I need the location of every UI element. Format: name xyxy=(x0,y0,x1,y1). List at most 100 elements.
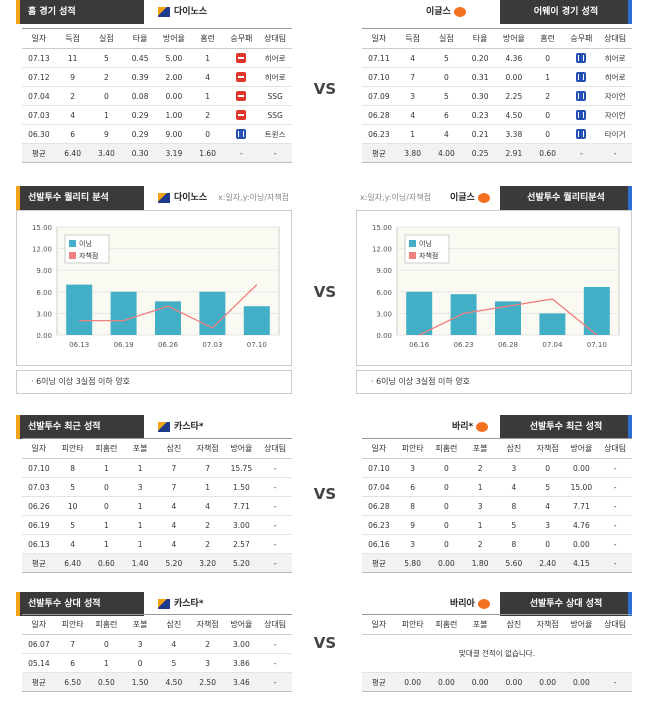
table-cell: 4.76 xyxy=(564,515,599,535)
dinos-emblem-icon xyxy=(158,421,170,432)
table-cell: 0 xyxy=(89,634,124,654)
versus-right-tab: 선발투수 상대 성적 xyxy=(500,592,632,616)
table-cell: - xyxy=(258,496,292,516)
earned-run-line xyxy=(79,284,258,329)
recent-right-team: 바리* xyxy=(452,415,492,439)
y-tick-label: 0.00 xyxy=(376,332,392,340)
table-cell: 7 xyxy=(395,67,430,87)
average-cell: 6.40 xyxy=(55,143,90,163)
y-tick-label: 0.00 xyxy=(36,332,52,340)
table-cell: 자이언 xyxy=(598,86,632,106)
column-header: 포볼 xyxy=(463,438,497,459)
average-cell: 5.20 xyxy=(224,553,259,573)
quality-right-axis-note: x:일자,y:이닝/자책점 xyxy=(360,193,432,202)
table-cell: 07.10 xyxy=(362,458,396,478)
eagles-emblem-icon xyxy=(477,192,490,203)
table-cell: 4 xyxy=(157,534,191,554)
average-cell: - xyxy=(258,672,292,692)
average-cell: - xyxy=(598,143,632,163)
column-header: 일자 xyxy=(22,438,56,459)
column-header: 포볼 xyxy=(463,614,497,635)
table-cell: 07.03 xyxy=(22,105,56,125)
table-cell: 06.13 xyxy=(22,534,56,554)
table-cell: 5 xyxy=(497,515,531,535)
away-record-table: 일자 득점 실점 타율 방어율 홈런 승무패 상대팀 07.11 4 5 0.20 4.36 0 히어로 07… xyxy=(362,28,632,163)
table-cell: 0.00 xyxy=(157,86,191,106)
quality-right-title: 선발투수 퀄리티분석 xyxy=(527,193,605,203)
column-header: 일자 xyxy=(362,438,396,459)
table-cell: 3 xyxy=(497,458,531,478)
column-header: 삼진 xyxy=(497,438,531,459)
win-result-icon xyxy=(576,91,587,101)
average-cell: - xyxy=(598,672,632,692)
y-tick-label: 6.00 xyxy=(36,289,52,297)
table-cell: 9 xyxy=(55,67,90,87)
inning-bar xyxy=(110,291,137,335)
table-cell: 07.10 xyxy=(362,67,396,87)
column-header: 방어율 xyxy=(224,438,259,459)
table-cell: 1 xyxy=(89,653,124,673)
table-cell: 06.23 xyxy=(362,515,396,535)
inning-bar xyxy=(406,291,433,335)
table-cell: 2 xyxy=(190,534,225,554)
table-cell: 히어로 xyxy=(258,67,292,87)
table-cell: 3 xyxy=(123,634,157,654)
table-row: 06.26 10 0 1 4 4 7.71- xyxy=(22,496,292,516)
recent-right-title: 선발투수 최근 성적 xyxy=(529,422,603,432)
column-header: 피안타 xyxy=(55,438,90,459)
table-cell: 히어로 xyxy=(598,67,632,87)
table-cell: 1 xyxy=(463,477,497,497)
column-header: 자책점 xyxy=(530,614,565,635)
column-header: 삼진 xyxy=(497,614,531,635)
average-cell: 0.00 xyxy=(429,553,464,573)
table-cell: 10 xyxy=(55,496,90,516)
table-row: 07.09 3 5 0.30 2.25 2 자이언 xyxy=(362,86,632,106)
y-tick-label: 9.00 xyxy=(36,267,52,275)
column-header: 상대팀 xyxy=(258,614,292,635)
table-cell: 6 xyxy=(55,653,90,673)
y-tick-label: 3.00 xyxy=(376,310,392,318)
table-cell: 7.71 xyxy=(564,496,599,516)
table-cell: 0.30 xyxy=(463,86,497,106)
column-header: 상대팀 xyxy=(598,614,632,635)
x-tick-label: 07.10 xyxy=(247,341,267,349)
table-cell: 2 xyxy=(190,515,225,535)
table-row: 07.03 5 0 3 7 1 1.50- xyxy=(22,477,292,497)
table-cell: 1 xyxy=(89,515,124,535)
column-header: 상대팀 xyxy=(598,28,632,49)
table-cell: - xyxy=(598,534,632,554)
table-cell: 8 xyxy=(395,496,430,516)
table-cell: 1 xyxy=(190,48,225,68)
table-cell: 05.14 xyxy=(22,653,56,673)
table-cell: 4 xyxy=(55,534,90,554)
table-cell: 8 xyxy=(55,458,90,478)
table-cell: - xyxy=(258,477,292,497)
table-cell: 0 xyxy=(429,477,464,497)
table-cell: 0.29 xyxy=(123,124,157,144)
table-row: 07.04 6 0 1 4 5 15.00- xyxy=(362,477,632,497)
quality-left-chart: 0.00 3.00 6.00 9.00 12.00 15.00 06.13 06.19 06.2… xyxy=(32,224,280,349)
table-cell: 0 xyxy=(530,105,565,125)
column-header: 자책점 xyxy=(530,438,565,459)
table-row: 06.30 6 9 0.29 9.00 0 트윈스 xyxy=(22,124,292,144)
table-cell: 2.25 xyxy=(497,86,531,106)
table-cell: - xyxy=(258,634,292,654)
table-cell: 0.23 xyxy=(463,105,497,125)
versus-left-team: 카스타* xyxy=(158,592,204,616)
win-result-icon xyxy=(576,129,587,139)
table-cell: 4 xyxy=(157,634,191,654)
table-cell: 2.00 xyxy=(157,67,191,87)
x-tick-label: 07.10 xyxy=(587,341,607,349)
table-cell: 06.30 xyxy=(22,124,56,144)
home-team-name: 다이노스 xyxy=(158,0,207,24)
table-cell: - xyxy=(598,515,632,535)
versus-left-table: 일자 피안타 피홈런 포볼 삼진 자책점 방어율 상대팀 06.07 7 0 3 4 2 3.00-05.1… xyxy=(22,614,292,692)
away-record-tab: 어웨이 경기 성적 xyxy=(500,0,632,24)
table-cell: 0 xyxy=(530,534,565,554)
legend-label-innings: 이닝 xyxy=(79,239,92,248)
eagles-emblem-icon xyxy=(476,421,489,432)
table-row: 07.03 4 1 0.29 1.00 2 SSG xyxy=(22,105,292,125)
column-header: 홈런 xyxy=(190,28,225,49)
table-row: 06.16 3 0 2 8 0 0.00- xyxy=(362,534,632,554)
table-cell: 06.16 xyxy=(362,534,396,554)
